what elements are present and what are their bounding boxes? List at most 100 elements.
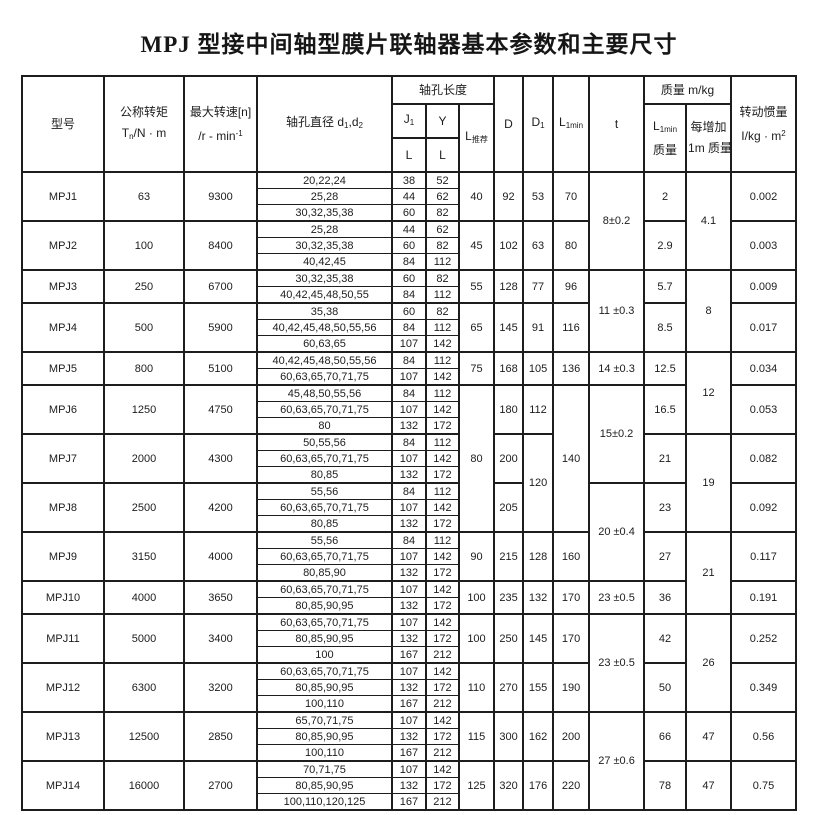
table-row: 40,42,45,48,50,55 84 112 <box>22 286 796 304</box>
t-cell: 11 ±0.3 <box>588 269 646 353</box>
bore-cell: 40,42,45 <box>255 253 393 271</box>
lrec-cell: 100 <box>457 580 496 615</box>
d-cell: 145 <box>493 302 525 353</box>
bore-cell: 60,63,65,70,71,75 <box>255 613 393 631</box>
torque-cell: 63 <box>102 171 185 222</box>
bore-cell: 50,55,56 <box>255 433 393 451</box>
d-cell: 168 <box>493 351 525 386</box>
y-length-cell: 172 <box>424 564 460 582</box>
d-cell: 235 <box>493 580 525 615</box>
j1-length-cell: 107 <box>390 662 427 680</box>
l1min-cell: 220 <box>552 760 591 811</box>
y-length-cell: 172 <box>424 597 460 615</box>
inertia-cell: 0.082 <box>730 433 798 484</box>
model-cell: MPJ7 <box>20 433 105 484</box>
y-length-cell: 82 <box>424 204 460 222</box>
d1-cell: 112 <box>522 384 555 435</box>
model-cell: MPJ6 <box>20 384 105 435</box>
table-row: 25,28 44 62 <box>22 188 796 205</box>
l1min-cell: 170 <box>552 580 591 615</box>
table-row: 60,63,65 107 142 <box>22 335 796 353</box>
bore-cell: 45,48,50,55,56 <box>255 384 393 402</box>
j1-length-cell: 84 <box>390 531 427 549</box>
d1-cell: 155 <box>522 662 555 713</box>
table-row: MPJ2 100 8400 25,28 44 62 45 102 63 80 2… <box>20 220 798 271</box>
y-length-cell: 112 <box>424 286 460 304</box>
header-j1: J1 <box>390 103 427 139</box>
speed-cell: 5900 <box>182 302 258 353</box>
j1-length-cell: 84 <box>390 286 427 304</box>
bore-cell: 60,63,65,70,71,75 <box>255 580 393 598</box>
y-length-cell: 142 <box>424 760 460 778</box>
d1-cell: 77 <box>522 269 555 304</box>
model-cell: MPJ3 <box>20 269 105 304</box>
table-row: 30,32,35,38 60 82 <box>22 237 796 254</box>
y-length-cell: 172 <box>424 777 460 794</box>
lrec-cell: 65 <box>457 302 496 353</box>
y-length-cell: 142 <box>424 548 460 565</box>
lrec-cell: 45 <box>457 220 496 271</box>
mass-cell: 2.9 <box>643 220 688 271</box>
torque-cell: 100 <box>102 220 185 271</box>
mass-cell: 27 <box>643 531 688 582</box>
y-length-cell: 172 <box>424 630 460 647</box>
y-length-cell: 82 <box>424 237 460 254</box>
model-cell: MPJ11 <box>20 613 105 664</box>
table-row: MPJ11 5000 3400 60,63,65,70,71,75 107 14… <box>20 613 798 713</box>
l1min-cell: 70 <box>552 171 591 222</box>
y-length-cell: 112 <box>424 384 460 402</box>
l1min-cell: 116 <box>552 302 591 353</box>
d-cell: 180 <box>493 384 525 435</box>
j1-length-cell: 38 <box>390 171 427 189</box>
inertia-cell: 0.003 <box>730 220 798 271</box>
speed-cell: 4300 <box>182 433 258 484</box>
mass-per-meter-cell: 12 <box>685 351 733 435</box>
y-length-cell: 172 <box>424 515 460 533</box>
table-row: MPJ12 6300 3200 60,63,65,70,71,75 107 14… <box>20 662 798 713</box>
table-row: MPJ7 2000 4300 50,55,56 84 112 200 120 2… <box>20 433 798 533</box>
table-row: 60,63,65,70,71,75 107 142 <box>22 548 796 565</box>
speed-cell: 6700 <box>182 269 258 304</box>
j1-length-cell: 132 <box>390 466 427 484</box>
model-cell: MPJ9 <box>20 531 105 582</box>
lrec-cell: 110 <box>457 662 496 713</box>
header-inertia: 转动惯量 I/kg · m2 <box>730 75 798 173</box>
model-cell: MPJ8 <box>20 482 105 533</box>
inertia-cell: 0.75 <box>730 760 798 811</box>
l1min-cell: 136 <box>552 351 591 386</box>
j1-length-cell: 107 <box>390 711 427 729</box>
torque-cell: 250 <box>102 269 185 304</box>
table-row: MPJ10 4000 3650 60,63,65,70,71,75 107 14… <box>20 580 798 615</box>
table-row: 40,42,45 84 112 <box>22 253 796 271</box>
model-cell: MPJ2 <box>20 220 105 271</box>
mass-cell: 36 <box>643 580 688 615</box>
t-cell: 8±0.2 <box>588 171 646 271</box>
bore-cell: 60,63,65,70,71,75 <box>255 499 393 516</box>
t-cell: 23 ±0.5 <box>588 613 646 713</box>
bore-cell: 60,63,65,70,71,75 <box>255 368 393 386</box>
header-mass-l1min: L1min 质量 <box>643 103 688 173</box>
j1-length-cell: 107 <box>390 548 427 565</box>
table-row: 100,110,120,125 167 212 <box>22 793 796 811</box>
j1-length-cell: 167 <box>390 695 427 713</box>
j1-length-cell: 84 <box>390 384 427 402</box>
speed-cell: 4000 <box>182 531 258 582</box>
j1-length-cell: 132 <box>390 515 427 533</box>
table-row: 80,85,90,95 132 172 <box>22 777 796 794</box>
j1-length-cell: 84 <box>390 253 427 271</box>
y-length-cell: 212 <box>424 744 460 762</box>
l1min-cell: 140 <box>552 384 591 533</box>
mass-cell: 12.5 <box>643 351 688 386</box>
torque-cell: 500 <box>102 302 185 353</box>
y-length-cell: 142 <box>424 335 460 353</box>
d-cell: 215 <box>493 531 525 582</box>
bore-cell: 30,32,35,38 <box>255 269 393 287</box>
mass-cell: 8.5 <box>643 302 688 353</box>
header-torque-line2: Tn/N · m <box>121 125 167 141</box>
bore-cell: 60,63,65,70,71,75 <box>255 662 393 680</box>
header-j1-l: L <box>390 137 427 173</box>
mass-cell: 42 <box>643 613 688 664</box>
bore-cell: 100 <box>255 646 393 664</box>
inertia-cell: 0.117 <box>730 531 798 582</box>
header-bore-diameter: 轴孔直径 d1,d2 <box>255 75 393 173</box>
